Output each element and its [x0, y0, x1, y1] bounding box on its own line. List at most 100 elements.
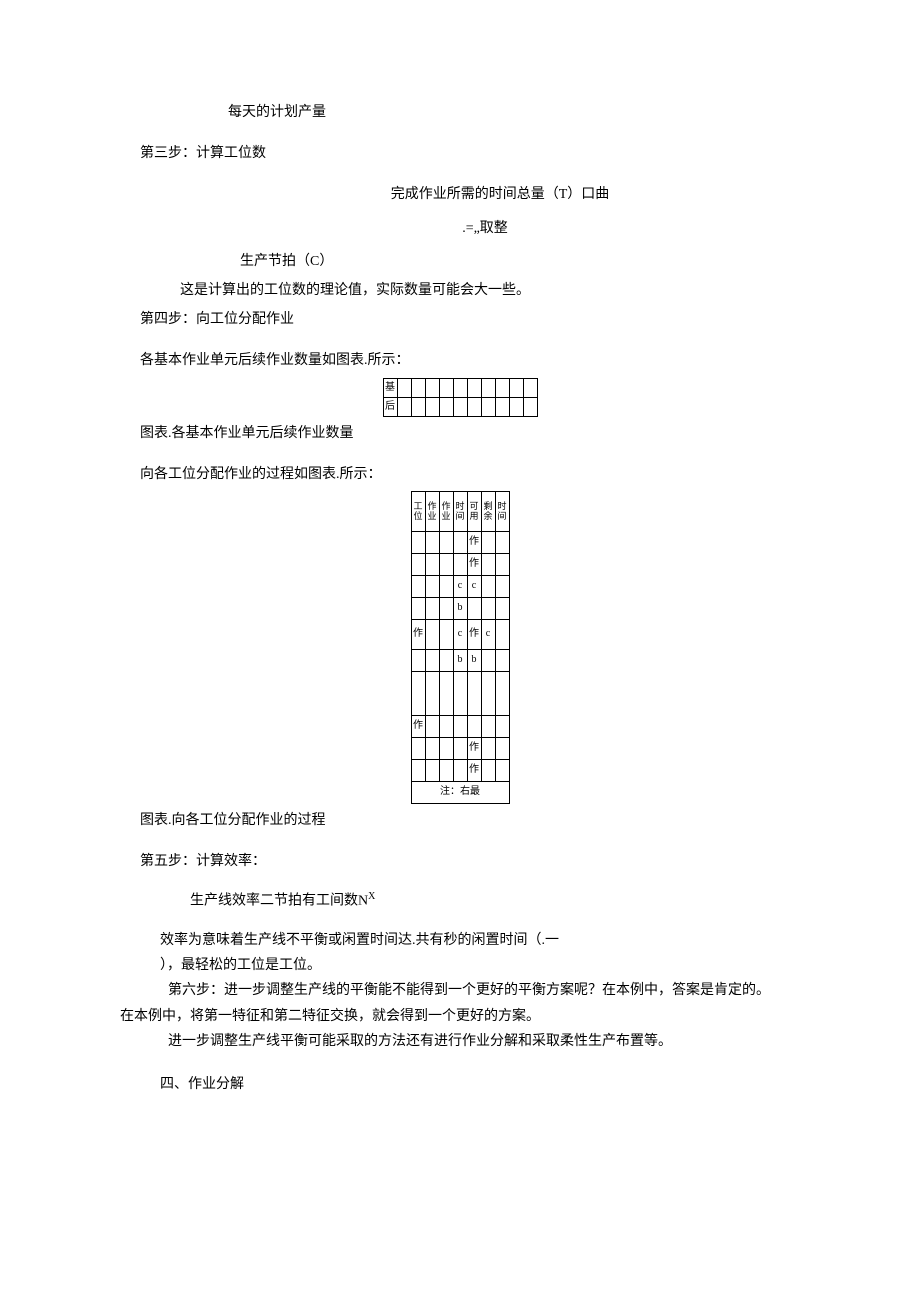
table-cell	[481, 671, 495, 715]
table-cell	[481, 759, 495, 781]
table-cell: b	[467, 649, 481, 671]
table-cell	[411, 649, 425, 671]
table-row: 基	[383, 378, 537, 397]
table-cell: c	[481, 619, 495, 649]
table-cell	[481, 553, 495, 575]
table-cell: 作	[467, 759, 481, 781]
table-cell	[495, 715, 509, 737]
table-cell	[439, 737, 453, 759]
table-cell	[411, 737, 425, 759]
table2-h1: 工位	[411, 491, 425, 531]
table-cell	[509, 378, 523, 397]
table-row: c c	[411, 575, 509, 597]
step3-title: 第三步：计算工位数	[140, 141, 780, 166]
table-cell	[467, 715, 481, 737]
table-cell	[411, 597, 425, 619]
table-cell	[439, 531, 453, 553]
step4-line1: 各基本作业单元后续作业数量如图表.所示：	[140, 348, 780, 373]
table-row: b b	[411, 649, 509, 671]
formula1-top: 完成作业所需的时间总量（T）口曲	[140, 182, 780, 207]
table-cell	[495, 378, 509, 397]
table2-h5: 可用	[467, 491, 481, 531]
step4-title: 第四步：向工位分配作业	[140, 307, 780, 332]
table-row: 注：右最	[411, 781, 509, 803]
table-cell: b	[453, 597, 467, 619]
table-cell	[495, 759, 509, 781]
table-cell	[467, 597, 481, 619]
table-cell	[397, 397, 411, 416]
table-cell	[439, 759, 453, 781]
table-cell	[495, 737, 509, 759]
table-row: 作	[411, 553, 509, 575]
para1b: ），最轻松的工位是工位。	[140, 953, 780, 978]
table-row: 后	[383, 397, 537, 416]
table-cell	[495, 397, 509, 416]
table-cell	[425, 575, 439, 597]
table-cell	[439, 597, 453, 619]
table-cell: b	[453, 649, 467, 671]
caption2: 图表.向各工位分配作业的过程	[140, 808, 780, 833]
table-cell	[453, 671, 467, 715]
table-cell	[425, 597, 439, 619]
para2: 第六步：进一步调整生产线的平衡能不能得到一个更好的平衡方案呢？在本例中，答案是肯…	[120, 978, 780, 1028]
table-cell	[495, 575, 509, 597]
table-cell	[439, 553, 453, 575]
step3-note: 这是计算出的工位数的理论值，实际数量可能会大一些。	[140, 278, 780, 303]
table-cell	[481, 397, 495, 416]
table-cell	[453, 531, 467, 553]
table-cell	[439, 397, 453, 416]
table-cell	[523, 397, 537, 416]
table-cell	[411, 378, 425, 397]
table2-h2: 作业	[425, 491, 439, 531]
table2-footnote: 注：右最	[411, 781, 509, 803]
table-cell	[495, 619, 509, 649]
table-cell	[425, 649, 439, 671]
table-cell	[467, 397, 481, 416]
table-row: 作	[411, 531, 509, 553]
efficiency-formula: 生产线效率二节拍有工间数NX	[140, 888, 780, 914]
table-cell	[439, 671, 453, 715]
table2-h7: 时间	[495, 491, 509, 531]
section4-title: 四、作业分解	[140, 1072, 780, 1097]
step4-line2: 向各工位分配作业的过程如图表.所示：	[140, 462, 780, 487]
table-cell	[481, 378, 495, 397]
table-cell	[481, 531, 495, 553]
table2: 工位 作业 作业 时间 可用 剩余 时间 作 作 c c b	[411, 491, 510, 804]
table-row: 作	[411, 759, 509, 781]
table-cell	[467, 378, 481, 397]
table-row: 作	[411, 715, 509, 737]
table-cell	[425, 397, 439, 416]
table-cell	[495, 649, 509, 671]
table-cell	[453, 378, 467, 397]
table-cell	[481, 715, 495, 737]
table-cell	[425, 619, 439, 649]
table-cell	[481, 649, 495, 671]
table-cell	[495, 531, 509, 553]
table1: 基 后	[383, 378, 538, 417]
table-cell	[411, 759, 425, 781]
table-cell	[411, 671, 425, 715]
efficiency-text: 生产线效率二节拍有工间数N	[190, 894, 368, 909]
table-cell	[425, 671, 439, 715]
table-cell	[523, 378, 537, 397]
table-cell	[411, 531, 425, 553]
table-cell: c	[453, 619, 467, 649]
plan-output-line: 每天的计划产量	[140, 100, 780, 125]
table-cell	[467, 671, 481, 715]
formula1-bottom: 生产节拍（C）	[140, 249, 780, 274]
table-cell: 作	[411, 715, 425, 737]
table2-h4: 时间	[453, 491, 467, 531]
table-row: b	[411, 597, 509, 619]
formula1-mid: .=„取整	[140, 216, 780, 241]
table-cell	[439, 378, 453, 397]
caption1: 图表.各基本作业单元后续作业数量	[140, 421, 780, 446]
table-cell: c	[453, 575, 467, 597]
table-row: 作	[411, 737, 509, 759]
table-cell: 作	[411, 619, 425, 649]
table-cell	[509, 397, 523, 416]
table2-c1: 作	[467, 531, 481, 553]
table2-c2: 作	[467, 553, 481, 575]
table-cell	[481, 597, 495, 619]
table-cell	[397, 378, 411, 397]
table-cell	[425, 759, 439, 781]
